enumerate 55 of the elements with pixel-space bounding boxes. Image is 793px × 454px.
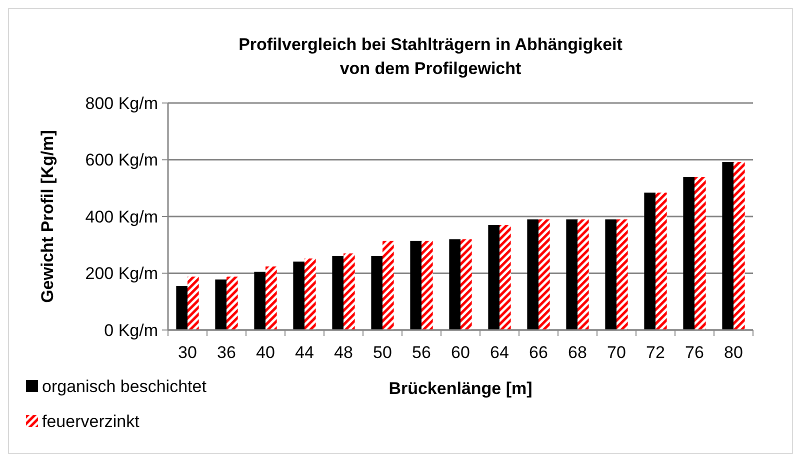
x-tick-label: 76 xyxy=(685,343,704,362)
bar xyxy=(578,219,589,330)
bar xyxy=(344,253,355,330)
bar xyxy=(382,240,394,330)
x-tick-label: 80 xyxy=(724,343,743,362)
bar xyxy=(422,240,433,330)
y-tick-label: 400 Kg/m xyxy=(85,207,158,226)
bar xyxy=(605,219,616,330)
bar xyxy=(656,192,667,330)
x-tick-label: 40 xyxy=(256,343,275,362)
bar xyxy=(683,177,694,330)
x-tick-label: 72 xyxy=(646,343,665,362)
bar xyxy=(410,240,422,330)
bar xyxy=(694,177,706,330)
bar xyxy=(616,219,628,330)
x-tick-label: 50 xyxy=(373,343,392,362)
x-tick-label: 44 xyxy=(295,343,314,362)
bar xyxy=(266,266,277,330)
bar xyxy=(215,279,226,330)
bar xyxy=(254,272,266,330)
bar xyxy=(226,276,238,330)
bar xyxy=(449,239,460,330)
x-tick-label: 48 xyxy=(334,343,353,362)
bar xyxy=(644,192,656,330)
x-tick-label: 60 xyxy=(451,343,470,362)
bar xyxy=(527,219,538,330)
x-tick-label: 36 xyxy=(217,343,236,362)
bar xyxy=(460,239,472,330)
x-tick-label: 30 xyxy=(178,343,197,362)
x-tick-label: 70 xyxy=(607,343,626,362)
bar xyxy=(500,225,511,330)
bar xyxy=(488,225,500,330)
bar xyxy=(176,286,188,330)
bar xyxy=(734,162,745,330)
x-tick-label: 66 xyxy=(529,343,548,362)
chart-title: Profilvergleich bei Stahlträgern in Abhängigkeit von dem Profilgewicht xyxy=(238,35,623,78)
x-tick-label: 56 xyxy=(412,343,431,362)
x-tick-label: 64 xyxy=(490,343,509,362)
bar xyxy=(371,256,382,330)
bar xyxy=(332,256,344,330)
bar xyxy=(722,162,734,330)
legend-label: feuerverzinkt xyxy=(42,412,140,431)
bar xyxy=(304,258,316,330)
y-tick-label: 200 Kg/m xyxy=(85,264,158,284)
y-tick-label: 800 Kg/m xyxy=(85,94,158,113)
y-tick-label: 600 Kg/m xyxy=(85,150,158,170)
x-axis-title: Brückenlänge [m] xyxy=(388,379,532,398)
bar xyxy=(188,276,199,330)
legend-label: organisch beschichtet xyxy=(42,376,207,396)
y-axis-title: Gewicht Profil [Kg/m] xyxy=(38,130,57,303)
bar xyxy=(538,219,550,330)
bar xyxy=(293,262,304,330)
x-tick-label: 68 xyxy=(568,343,587,362)
y-tick-label: 0 Kg/m xyxy=(104,320,158,340)
bar xyxy=(566,219,578,330)
